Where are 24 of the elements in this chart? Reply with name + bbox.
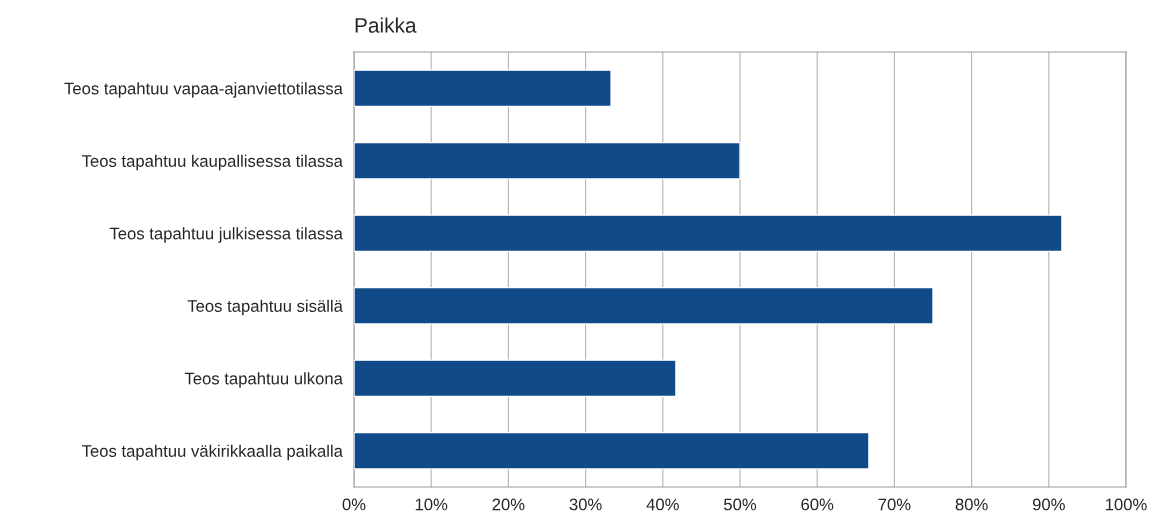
y-tick-label: Teos tapahtuu väkirikkaalla paikalla (82, 444, 343, 461)
x-tick-label: 0% (342, 498, 366, 511)
bar (354, 141, 741, 180)
bar (354, 214, 1063, 253)
x-tick-label: 10% (415, 498, 448, 511)
x-tick-label: 20% (492, 498, 525, 511)
x-tick-label: 90% (1032, 498, 1065, 511)
bar (354, 286, 934, 325)
x-tick-label: 100% (1105, 498, 1147, 511)
chart-title: Paikka (355, 17, 417, 33)
y-tick-label: Teos tapahtuu kaupallisessa tilassa (82, 154, 343, 171)
y-tick-label: Teos tapahtuu ulkona (184, 372, 343, 388)
y-tick-label: Teos tapahtuu julkisessa tilassa (109, 227, 343, 243)
x-tick-label: 40% (646, 498, 679, 511)
bar (354, 431, 870, 470)
x-tick-label: 60% (801, 498, 834, 511)
x-tick-label: 50% (723, 498, 757, 511)
bar (354, 69, 612, 108)
y-tick-label: Teos tapahtuu vapaa-ajanviettotilassa (64, 82, 343, 98)
y-tick-label: Teos tapahtuu sisällä (187, 299, 343, 316)
bar (354, 359, 677, 398)
x-tick-label: 30% (569, 498, 602, 511)
x-tick-label: 80% (955, 498, 988, 511)
x-tick-label: 70% (878, 498, 911, 511)
